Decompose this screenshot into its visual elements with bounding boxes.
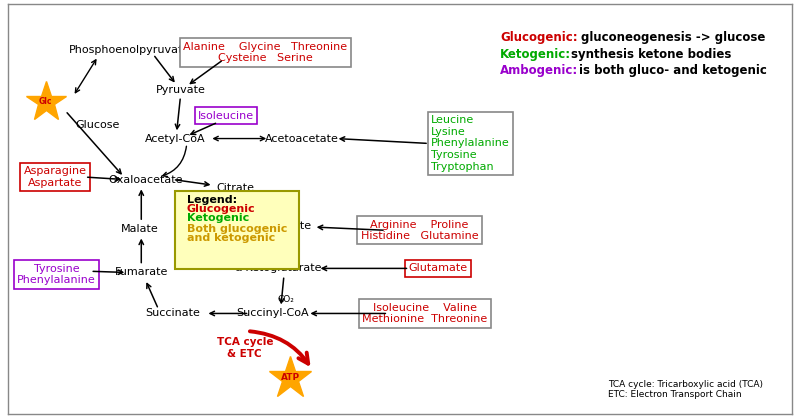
Text: Acetyl-CoA: Acetyl-CoA [145,133,206,143]
Text: Glucogenic:: Glucogenic: [500,31,578,44]
Text: Glucose: Glucose [75,120,120,130]
FancyArrowPatch shape [250,331,308,364]
Text: Ketogenic: Ketogenic [186,213,249,223]
Text: TCA cycle
& ETC: TCA cycle & ETC [217,337,273,359]
Text: Succinate: Succinate [146,308,200,319]
Text: Fumarate: Fumarate [114,268,168,278]
Text: α-Ketoglutarate: α-Ketoglutarate [234,263,322,273]
Text: TCA cycle: Tricarboxylic acid (TCA)
ETC: Electron Transport Chain: TCA cycle: Tricarboxylic acid (TCA) ETC:… [608,380,762,399]
Text: Arginine    Proline
Histidine   Glutamine: Arginine Proline Histidine Glutamine [361,219,478,241]
Text: Alanine    Glycine   Threonine
Cysteine   Serine: Alanine Glycine Threonine Cysteine Serin… [183,42,347,63]
Text: Asparagine
Aspartate: Asparagine Aspartate [23,166,86,188]
FancyArrowPatch shape [162,146,186,176]
Text: ATP: ATP [281,373,300,382]
Text: Ambogenic:: Ambogenic: [500,64,578,77]
Text: Citrate: Citrate [216,183,254,193]
Text: Legend:: Legend: [186,195,237,205]
Text: Tyrosine
Phenylalanine: Tyrosine Phenylalanine [18,264,96,285]
Text: Both glucogenic: Both glucogenic [186,224,287,234]
Text: Ketogenic:: Ketogenic: [500,48,571,61]
Text: Phosphoenolpyruvate: Phosphoenolpyruvate [69,45,190,55]
Text: Leucine
Lysine
Phenylalanine
Tyrosine
Tryptophan: Leucine Lysine Phenylalanine Tyrosine Tr… [431,115,510,172]
Text: Isocitrate: Isocitrate [260,221,312,231]
Text: Succinyl-CoA: Succinyl-CoA [237,308,310,319]
Text: Acetoacetate: Acetoacetate [265,133,339,143]
Text: is both gluco- and ketogenic: is both gluco- and ketogenic [578,64,766,77]
Text: synthesis ketone bodies: synthesis ketone bodies [571,48,731,61]
Text: Malate: Malate [121,224,158,234]
Text: gluconeogenesis -> glucose: gluconeogenesis -> glucose [581,31,766,44]
Text: and ketogenic: and ketogenic [186,233,275,243]
Text: Isoleucine    Valine
Methionine  Threonine: Isoleucine Valine Methionine Threonine [362,303,488,324]
Text: Glucogenic: Glucogenic [186,204,255,214]
Text: CO₂: CO₂ [283,250,300,259]
Text: Pyruvate: Pyruvate [155,85,206,95]
Text: Oxaloacetate: Oxaloacetate [108,174,182,184]
Text: Glc: Glc [39,97,52,106]
Text: Glutamate: Glutamate [408,263,467,273]
Text: Isoleucine: Isoleucine [198,111,254,121]
FancyBboxPatch shape [175,191,299,269]
Text: CO₂: CO₂ [278,296,294,304]
